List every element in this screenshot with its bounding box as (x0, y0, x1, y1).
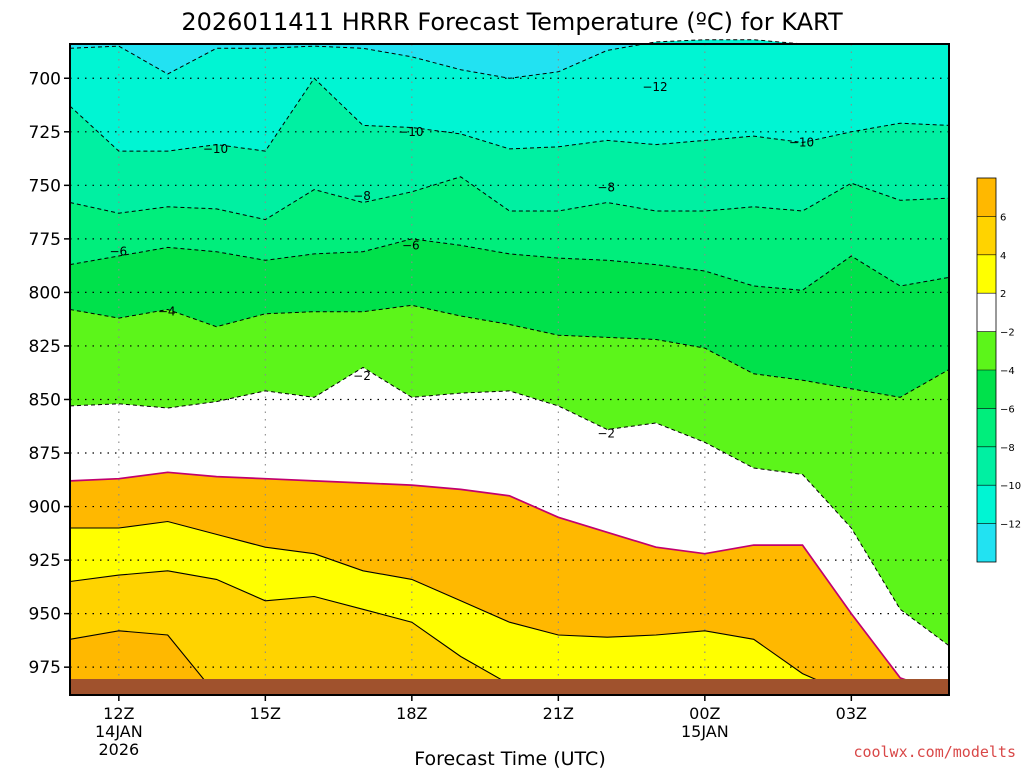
color-bar-label: 2 (1000, 289, 1006, 300)
y-tick-label: 800 (29, 283, 61, 303)
y-tick-label: 900 (29, 498, 61, 518)
x-tick-label: 03Z (836, 704, 867, 723)
color-bar-swatch (977, 408, 996, 447)
color-bar-label: −12 (1000, 520, 1021, 531)
y-tick-label: 875 (29, 444, 61, 464)
contour-line-0 (69, 471, 950, 696)
plot-frame (69, 43, 950, 696)
contour-label: −10 (789, 136, 814, 150)
color-bar-swatch (977, 331, 996, 370)
color-bar-swatch (977, 446, 996, 486)
y-tick-label: 825 (29, 337, 61, 357)
color-bar-swatch (977, 293, 996, 332)
color-bar-label: −10 (1000, 481, 1021, 492)
credit-text: coolwx.com/modelts (853, 743, 1016, 761)
contour-label: −8 (597, 180, 615, 194)
color-bar-label: 6 (1000, 212, 1006, 223)
y-tick-label: 750 (29, 176, 61, 196)
color-bar-swatch (977, 178, 996, 217)
contour-line--2 (69, 366, 950, 647)
contour-labels: −12 −10 −10 −10 −8 −8 −6 −6 −4 −2 −2 (109, 80, 814, 441)
temperature-fills (70, 39, 949, 696)
y-tick-label: 975 (29, 658, 61, 678)
contour-line--12 (69, 39, 949, 79)
x-tick-label: 18Z (396, 704, 427, 723)
contour-label: −2 (353, 369, 371, 383)
y-tick-label: 775 (29, 230, 61, 250)
y-tick-label: 925 (29, 551, 61, 571)
chart-title: 2026011411 HRRR Forecast Temperature (ºC… (181, 8, 843, 36)
contour-line--8 (69, 176, 950, 221)
color-bar-label: −4 (1000, 366, 1015, 377)
contour-label: −10 (203, 142, 228, 156)
x-date-label: 14JAN (95, 722, 143, 741)
color-bar-label: −2 (1000, 328, 1015, 339)
color-bar-label: −6 (1000, 404, 1015, 415)
color-bar-swatch (977, 216, 996, 255)
x-tick-label: 12Z (103, 704, 134, 723)
x-tick-label: 00Z (689, 704, 720, 723)
contour-label: −2 (597, 427, 615, 441)
contour-label: −6 (402, 238, 420, 252)
color-bar-swatch (977, 523, 996, 562)
y-axis-ticks: 700 725 750 775 800 825 850 875 900 925 950 975 (29, 69, 70, 678)
contour-label: −10 (398, 125, 423, 139)
color-bar: −12 −10 −8 −6 −4 −2 2 4 6 (976, 177, 1021, 563)
x-year-label: 2026 (98, 740, 139, 759)
contour-label: −4 (158, 305, 176, 319)
fill-band-4 (70, 570, 949, 695)
y-tick-label: 850 (29, 390, 61, 410)
color-bar-label: 4 (1000, 251, 1006, 262)
contour-line-2 (70, 520, 949, 696)
color-bar-label: −8 (1000, 443, 1015, 454)
x-tick-label: 15Z (250, 704, 281, 723)
y-tick-label: 950 (29, 605, 61, 625)
ground-surface (70, 679, 949, 695)
color-bar-swatch (977, 370, 996, 409)
contour-label: −8 (353, 189, 371, 203)
color-bar-swatch (977, 254, 996, 294)
x-tick-label: 21Z (543, 704, 574, 723)
contour-line--4 (69, 304, 950, 398)
y-tick-label: 700 (29, 69, 61, 89)
contour-line--6 (69, 238, 950, 291)
contour-label: −12 (642, 80, 667, 94)
contour-label: −6 (109, 245, 127, 259)
x-date-label: 15JAN (681, 722, 729, 741)
contour-line--10 (69, 77, 950, 152)
x-axis-label: Forecast Time (UTC) (414, 748, 605, 768)
y-tick-label: 725 (29, 123, 61, 143)
color-bar-swatch (977, 485, 996, 524)
